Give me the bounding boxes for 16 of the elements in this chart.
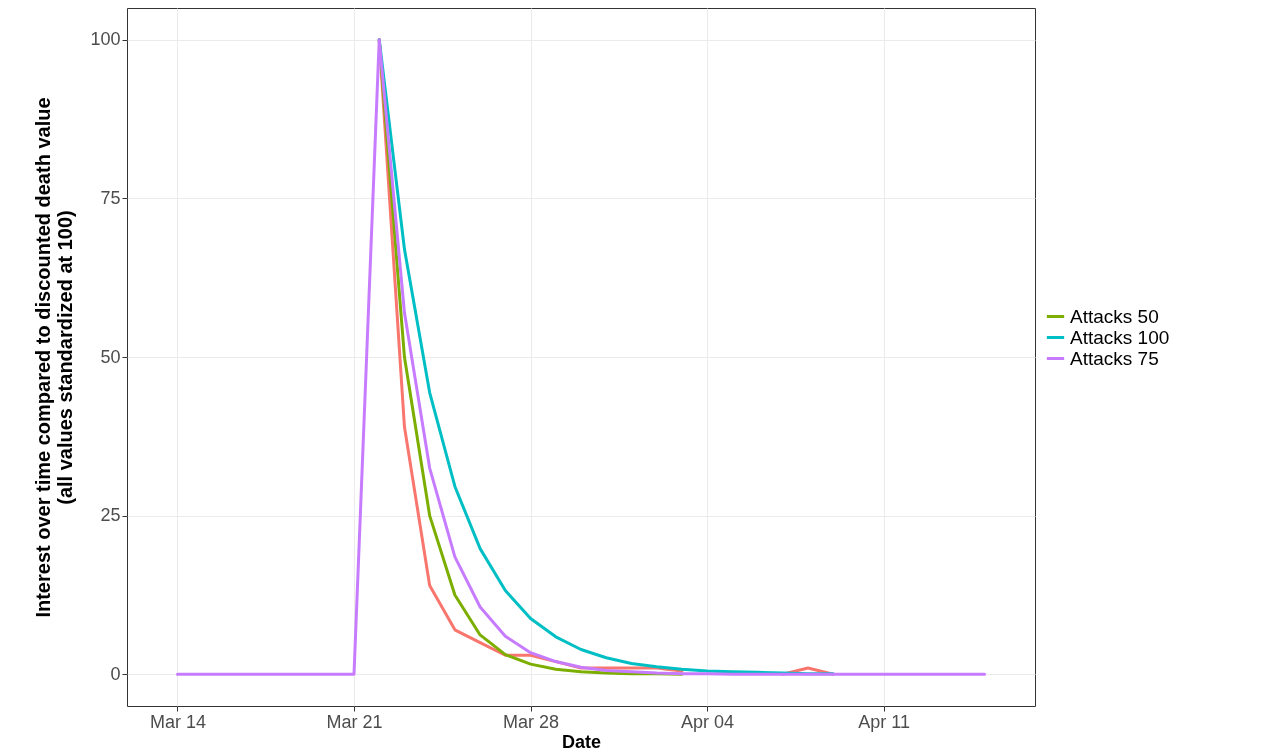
y-axis-title: Interest over time compared to discounted death value (all values standardized at 100) [32,97,77,618]
y-tick-label: 50 [100,346,121,367]
x-tick-label: Apr 04 [681,711,735,732]
y-tick-label: 0 [110,663,121,684]
x-tick-label: Mar 21 [326,711,383,732]
y-tick-label: 100 [90,29,121,50]
x-tick-label: Mar 28 [503,711,560,732]
legend-label: Attacks 50 [1070,305,1159,327]
y-tick-label: 75 [100,187,121,208]
legend-label: Attacks 75 [1070,347,1159,369]
x-tick-label: Apr 11 [858,711,911,732]
line-series [175,38,987,676]
y-tick-label: 25 [100,505,121,526]
x-tick-label: Mar 14 [149,711,206,732]
x-axis-title: Date [561,731,602,752]
legend-label: Attacks 100 [1070,326,1170,348]
